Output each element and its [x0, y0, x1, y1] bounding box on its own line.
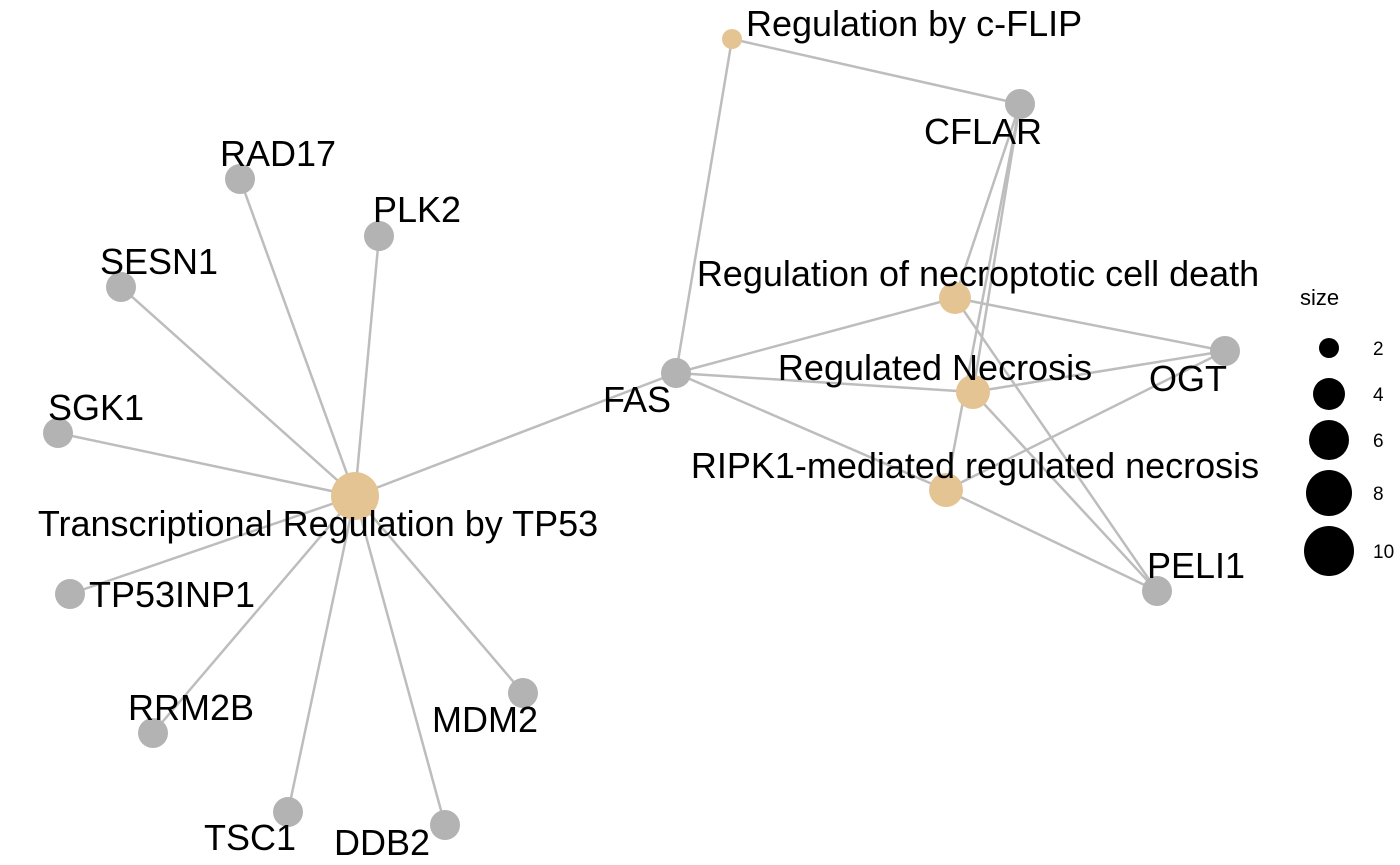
gene-node-peli1 — [1142, 576, 1172, 606]
node-label-tp53: Transcriptional Regulation by TP53 — [38, 503, 598, 544]
edge-tp53-plk2 — [353, 235, 381, 497]
edge-tp53-sesn1 — [120, 286, 356, 497]
pathway-node-tp53 — [331, 472, 379, 520]
node-label-plk2: PLK2 — [373, 189, 461, 230]
node-label-ogt: OGT — [1149, 358, 1227, 399]
node-label-necrosis: Regulated Necrosis — [778, 347, 1092, 388]
gene-node-cflar — [1005, 89, 1035, 119]
pathway-node-necroptotic — [939, 282, 971, 314]
gene-node-tp53inp1 — [55, 579, 85, 609]
legend-dot-2 — [1319, 338, 1339, 358]
legend-label-8: 8 — [1373, 484, 1384, 505]
edge-tp53-tsc1 — [286, 495, 357, 813]
node-label-rad17: RAD17 — [220, 133, 336, 174]
legend-label-6: 6 — [1373, 431, 1384, 452]
pathway-node-necrosis — [956, 375, 990, 409]
edge-necroptotic-cflar — [953, 103, 1022, 299]
edge-ripk1-ogt — [945, 349, 1226, 492]
edge-ripk1-fas — [675, 371, 947, 492]
node-label-fas: FAS — [603, 379, 671, 420]
node-label-ripk1: RIPK1-mediated regulated necrosis — [691, 445, 1259, 486]
edge-necroptotic-ogt — [954, 296, 1226, 353]
node-label-tsc1: TSC1 — [204, 817, 296, 858]
legend-title: size — [1300, 285, 1339, 310]
legend-dot-6 — [1309, 420, 1349, 460]
edge-tp53-mdm2 — [354, 495, 524, 694]
edge-necrosis-cflar — [971, 103, 1022, 393]
edge-ripk1-peli1 — [945, 488, 1158, 593]
edge-tp53-fas — [354, 371, 677, 498]
legend-label-4: 4 — [1373, 385, 1384, 406]
node-label-tp53inp1: TP53INP1 — [89, 574, 255, 615]
size-legend: size 2 4 6 8 10 — [1300, 285, 1394, 576]
gene-node-mdm2 — [508, 678, 538, 708]
edge-ripk1-cflar — [944, 103, 1022, 491]
gene-node-rrm2b — [138, 718, 168, 748]
node-label-mdm2: MDM2 — [432, 699, 538, 740]
gene-node-rad17 — [225, 164, 255, 194]
gene-node-sgk1 — [43, 418, 73, 448]
edge-necrosis-peli1 — [972, 391, 1158, 592]
legend-dot-4 — [1313, 378, 1345, 410]
node-label-sesn1: SESN1 — [100, 241, 218, 282]
pathway-node-cflip — [722, 29, 742, 49]
gene-node-fas — [661, 358, 691, 388]
edge-necrosis-ogt — [972, 349, 1226, 394]
legend-dot-10 — [1304, 526, 1354, 576]
legend-label-2: 2 — [1373, 339, 1384, 360]
node-label-peli1: PELI1 — [1147, 545, 1245, 586]
edge-necrosis-fas — [675, 371, 974, 394]
edge-tp53-ddb2 — [353, 495, 447, 826]
pathway-node-ripk1 — [929, 473, 963, 507]
legend-label-10: 10 — [1373, 542, 1394, 563]
edge-tp53-rad17 — [238, 178, 357, 497]
node-label-necroptotic: Regulation of necroptotic cell death — [697, 253, 1259, 294]
node-label-ddb2: DDB2 — [334, 822, 430, 863]
edge-necroptotic-fas — [675, 296, 956, 375]
gene-node-tsc1 — [273, 797, 303, 827]
legend-items: 2 4 6 8 10 — [1304, 338, 1394, 576]
node-label-cflip: Regulation by c-FLIP — [746, 3, 1082, 44]
edge-tp53-tp53inp1 — [69, 494, 356, 596]
legend-dot-8 — [1306, 470, 1352, 516]
gene-node-plk2 — [364, 221, 394, 251]
labels-layer: Transcriptional Regulation by TP53 Regula… — [38, 3, 1259, 863]
node-label-cflar: CFLAR — [924, 111, 1042, 152]
gene-node-sesn1 — [106, 272, 136, 302]
edge-cflip-cflar — [731, 37, 1021, 106]
gene-node-ddb2 — [430, 810, 460, 840]
gene-node-ogt — [1210, 336, 1240, 366]
edges-layer — [57, 37, 1226, 826]
edge-cflip-fas — [674, 38, 734, 374]
node-label-sgk1: SGK1 — [48, 387, 144, 428]
edge-necroptotic-peli1 — [953, 297, 1159, 592]
edge-tp53-sgk1 — [57, 431, 356, 498]
edge-tp53-rrm2b — [152, 495, 356, 734]
node-label-rrm2b: RRM2B — [128, 687, 254, 728]
nodes-layer — [43, 29, 1240, 840]
